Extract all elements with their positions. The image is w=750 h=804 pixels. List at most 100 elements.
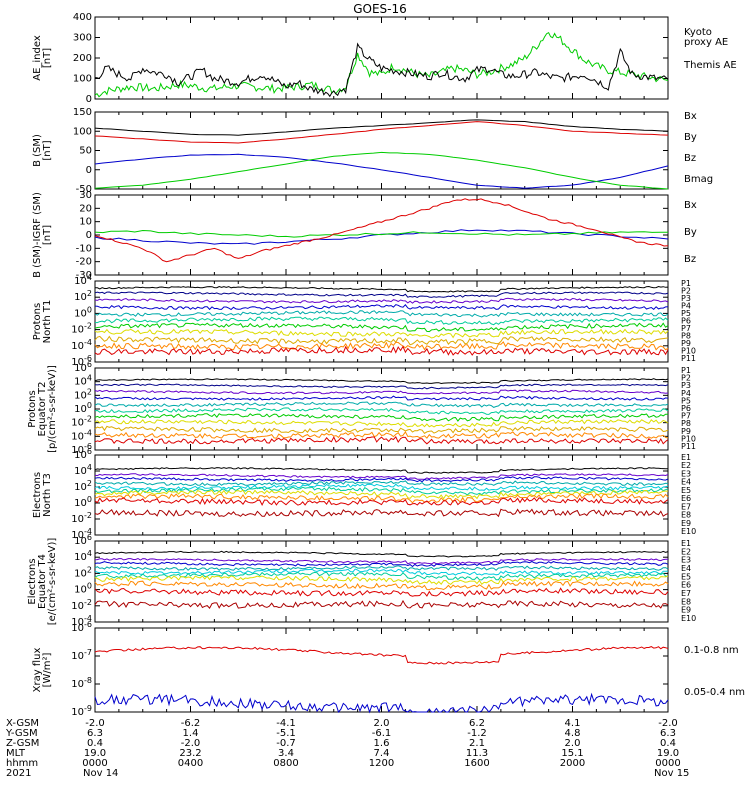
y-tick-label: 0 [86,94,92,105]
legend-E7: E7 [681,589,691,598]
x-axis-value: 2000 [560,758,585,769]
series-line-P4 [94,304,669,311]
x-axis-value: -2.0 [85,718,105,729]
y-tick-label: 104 [74,463,92,477]
panel-protons_t1: 10-6 10-4 10-2 100 102 104 Protons North T1 P1P2… [32,273,696,368]
y-axis-label: [W/m²] [42,652,53,687]
legend-Bz: Bz [684,254,696,265]
series-line-Themis-AE [94,42,669,98]
y-tick-label: 150 [73,107,92,118]
y-tick-label: 10-6 [71,442,92,456]
legend-E1: E1 [681,539,691,548]
y-axis-label: [e/(cm²-s-sr-keV)] [47,538,58,626]
y-axis-label: B (SM) [32,134,43,167]
legend-P6: P6 [681,317,691,326]
y-axis-label: Protons [27,390,38,427]
legend-P8: P8 [681,332,691,341]
legend-Bz: Bz [684,153,696,164]
legend-E10: E10 [681,614,696,623]
legend-P11: P11 [681,442,696,451]
legend-0-05-0-4-nm: 0.05-0.4 nm [684,687,745,698]
legend-Bx: Bx [684,200,697,211]
series-line-Bx [94,153,669,189]
y-tick-label: 20 [79,203,92,214]
legend-P2: P2 [681,287,691,296]
series-line-E4 [94,480,669,487]
y-axis-label: Protons [32,303,43,340]
legend-P4: P4 [681,389,691,398]
x-axis-row-label: X-GSM [6,718,39,729]
x-axis-value: 15.1 [561,748,583,759]
series-line-E2 [94,557,669,565]
y-tick-label: 10-2 [71,322,92,336]
legend-P1: P1 [681,279,691,288]
chart-title: GOES-16 [353,2,407,16]
x-axis-value: 2.0 [374,718,390,729]
x-axis-value: 0.4 [87,738,103,749]
series-line-E4 [94,565,669,571]
y-tick-label: 104 [74,549,92,563]
legend-E8: E8 [681,597,691,606]
series-line-P9 [94,335,669,346]
series-line-P2 [94,383,669,390]
series-line-P5 [94,310,669,318]
y-axis-label: Equator T2 [37,382,48,437]
y-tick-label: 106 [74,533,92,547]
y-tick-label: 102 [74,289,92,303]
y-tick-label: 10-6 [71,620,92,634]
legend-P1: P1 [681,366,691,375]
series-line-E8 [94,493,669,504]
legend-E3: E3 [681,556,691,565]
y-tick-label: 10-9 [71,704,92,718]
y-axis-label: Equator T4 [37,554,48,609]
x-axis-value: 0000 [82,758,107,769]
panel-frame [94,16,669,100]
y-tick-label: 102 [74,387,92,401]
series-line-P7 [94,322,669,333]
y-axis-label: AE_index [32,35,43,81]
panel-frame [94,111,669,190]
legend-0-1-0-8-nm: 0.1-0.8 nm [684,645,739,656]
series-line-E3 [94,560,669,568]
x-axis-value: 6.2 [469,718,485,729]
legend-E4: E4 [681,478,691,487]
series-line-P7 [94,413,669,422]
series-line-By [94,229,668,238]
series-line-P9 [94,425,669,434]
x-axis-value: 2.0 [565,738,581,749]
y-tick-label: 200 [73,53,92,64]
y-tick-label: 104 [74,273,92,287]
x-axis-value: 0000 [655,758,680,769]
legend-Kyoto-proxy-AE: Kyoto [684,27,712,38]
legend-E2: E2 [681,547,691,556]
series-line-P8 [94,328,669,339]
y-axis-label: [nT] [42,48,53,68]
legend-P10: P10 [681,347,696,356]
series-line-P1 [94,285,669,293]
x-axis-value: -5.1 [276,728,296,739]
legend-P11: P11 [681,354,696,363]
legend-Bx: Bx [684,111,697,122]
series-line-E10 [94,508,669,518]
legend-P9: P9 [681,339,691,348]
x-axis-value: -1.2 [467,728,487,739]
y-tick-label: 102 [74,479,92,493]
series-line-E6 [94,486,669,496]
series-line-Bmag [94,119,669,136]
legend-P6: P6 [681,404,691,413]
x-axis-value: 3.4 [278,748,294,759]
panel-electrons_t4: 10-4 10-2 100 102 104 106 Electrons Equator T4[… [27,533,696,628]
y-axis-label: Electrons [32,472,43,518]
x-axis-value: 4.1 [565,718,581,729]
x-axis-value: 1200 [369,758,394,769]
y-tick-label: 100 [74,401,92,415]
x-axis-value: 19.0 [84,748,106,759]
y-tick-label: 10-4 [71,614,92,628]
y-tick-label: -10 [76,243,92,254]
series-line-P3 [94,389,669,395]
series-line-P4 [94,395,669,401]
y-tick-label: 10-2 [71,598,92,612]
series-line-E8 [94,580,669,591]
